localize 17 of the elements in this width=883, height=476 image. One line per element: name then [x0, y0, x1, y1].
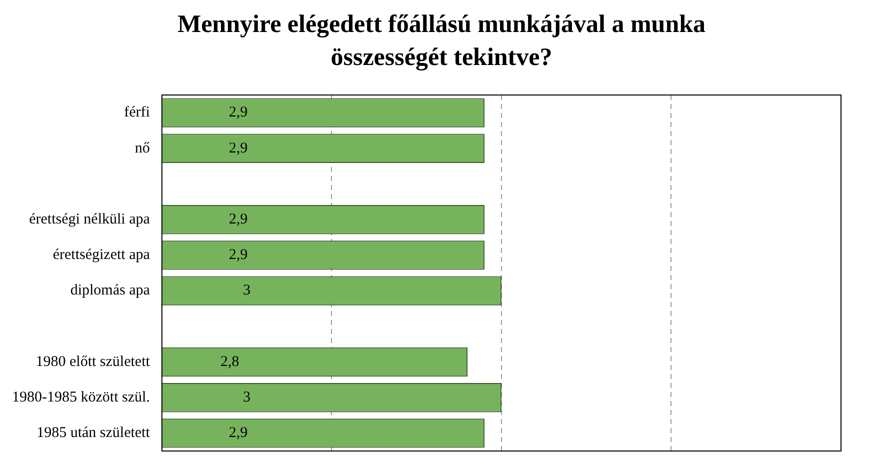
- y-tick-label: diplomás apa: [70, 282, 150, 299]
- chart-title: Mennyire elégedett főállású munkájával a munka összességét tekintve?: [176, 10, 706, 73]
- data-label: 2,9: [228, 212, 248, 228]
- y-tick-label: 1980 előtt született: [36, 354, 151, 370]
- y-tick-label: 1985 után született: [36, 425, 151, 442]
- y-tick-label: nő: [134, 140, 150, 156]
- data-label: 2,9: [228, 425, 248, 442]
- y-tick-label: érettségizett apa: [52, 247, 150, 264]
- y-tick-label: férfi: [124, 104, 150, 121]
- data-label: 2,9: [228, 140, 248, 156]
- y-tick-label: 1980-1985 között szül.: [12, 390, 150, 406]
- y-tick-label: érettségi nélküli apa: [29, 212, 150, 228]
- data-label: 2,8: [220, 354, 240, 370]
- data-label: 2,9: [228, 104, 248, 121]
- data-label: 3: [243, 282, 251, 299]
- data-label: 3: [243, 390, 251, 406]
- data-label: 2,9: [228, 247, 248, 264]
